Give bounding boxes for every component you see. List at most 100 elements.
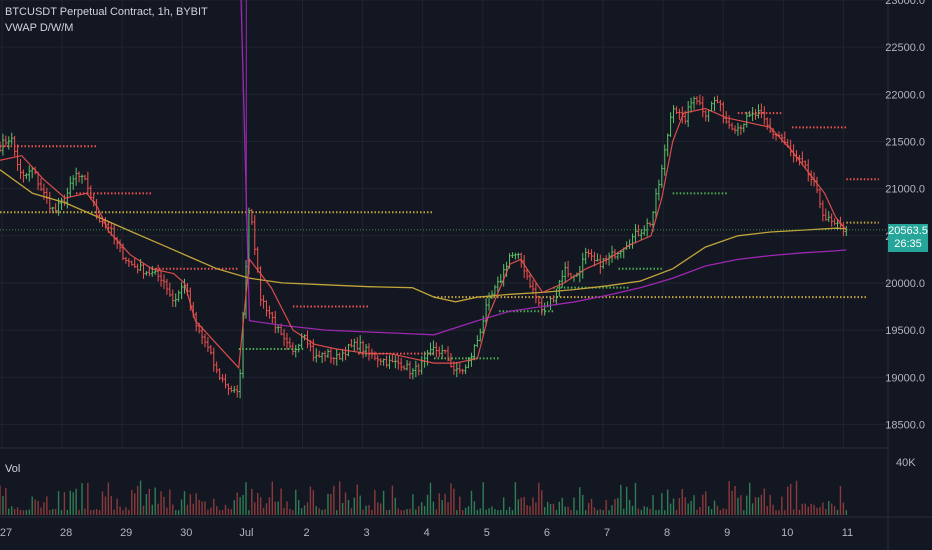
symbol-title[interactable]: BTCUSDT Perpetual Contract, 1h, BYBIT [5, 6, 208, 18]
price-tick-label: 19500.0 [885, 325, 925, 337]
time-axis[interactable]: 27 28 29 30 Jul 2 3 4 5 6 7 8 9 10 11 [0, 527, 853, 539]
volume-bar [69, 490, 71, 515]
volume-bar [549, 503, 552, 515]
time-tick-label: 3 [364, 527, 370, 539]
volume-bar [757, 497, 760, 515]
volume-bar [13, 509, 16, 515]
volume-bar [664, 510, 666, 515]
volume-scale-label: 40K [896, 457, 916, 469]
volume-bar [210, 507, 212, 515]
indicator-title[interactable]: VWAP D/W/M [5, 22, 74, 34]
volume-bar [321, 509, 323, 515]
volume-bar [784, 510, 786, 515]
volume-bar [385, 510, 388, 515]
volume-bar [502, 497, 505, 515]
volume-bar [792, 509, 795, 515]
volume-bar [614, 499, 616, 515]
volume-bar [476, 509, 479, 515]
volume-bar [134, 493, 136, 515]
countdown-timer: 26:35 [894, 238, 922, 250]
last-price-value: 20563.5 [888, 225, 928, 237]
volume-bar [391, 485, 394, 515]
vwap-level-lines [0, 112, 879, 360]
volume-bar [500, 509, 502, 515]
time-tick-label: 10 [781, 527, 793, 539]
volume-bar [787, 486, 789, 515]
volume-bar [734, 485, 736, 515]
volume-bar [271, 481, 274, 515]
volume-bar [567, 506, 569, 515]
volume-bar [561, 497, 563, 515]
volume-bar [306, 502, 309, 515]
volume-bar [230, 509, 233, 515]
volume-bar [78, 509, 80, 515]
volume-bar [605, 499, 607, 515]
volume-bar [825, 508, 827, 515]
volume-bar [283, 507, 285, 515]
volume-bar [11, 506, 13, 515]
volume-bars [0, 480, 847, 515]
vwap-monthly-line [240, 0, 847, 336]
volume-bar [672, 498, 675, 515]
volume-bar [705, 491, 707, 515]
volume-bar [505, 510, 508, 515]
volume-bar [716, 505, 719, 515]
volume-bar [426, 494, 429, 515]
price-tick-label: 20000.0 [885, 278, 925, 290]
volume-bar [362, 509, 364, 515]
volume-bar [221, 510, 224, 515]
volume-bar [113, 509, 115, 515]
volume-bar [684, 497, 686, 515]
last-price-tag[interactable]: 20563.5 26:35 [888, 224, 928, 252]
volume-label[interactable]: Vol [5, 463, 21, 475]
volume-bar [722, 508, 725, 515]
volume-bar [830, 503, 833, 515]
volume-bar [277, 501, 279, 515]
time-tick-label: 5 [484, 527, 490, 539]
volume-bar [160, 491, 162, 515]
volume-bar [822, 502, 824, 515]
volume-bar [652, 495, 654, 515]
volume-bar [198, 499, 200, 515]
volume-bar [646, 507, 648, 515]
time-tick-label: 30 [180, 527, 192, 539]
volume-bar [599, 509, 602, 515]
volume-bar [248, 510, 250, 515]
volume-bar [678, 498, 681, 515]
volume-bar [98, 510, 101, 515]
volume-bar [558, 501, 561, 515]
volume-bar [207, 509, 209, 515]
volume-bar [412, 494, 414, 515]
volume-bar [467, 506, 470, 515]
volume-bar [538, 482, 540, 515]
volume-bar [183, 491, 186, 515]
time-tick-label: 2 [303, 527, 309, 539]
volume-bar [713, 500, 716, 515]
volume-bar [494, 509, 496, 515]
volume-bar [520, 497, 522, 515]
volume-bar [611, 505, 613, 515]
volume-bar [608, 510, 610, 515]
volume-bar [634, 482, 637, 515]
volume-bar [84, 508, 86, 515]
volume-bar [338, 481, 341, 515]
volume-bar [573, 497, 575, 515]
volume-bar [192, 503, 194, 515]
volume-bar [0, 485, 1, 515]
volume-bar [34, 499, 36, 515]
volume-bar [215, 506, 218, 515]
volume-bar [555, 510, 558, 515]
volume-bar [406, 509, 408, 515]
volume-bar [365, 505, 367, 515]
volume-bar [640, 509, 643, 515]
volume-bar [543, 507, 546, 515]
volume-bar [315, 506, 317, 515]
volume-bar [110, 496, 112, 515]
time-tick-label: 8 [664, 527, 670, 539]
volume-bar [43, 502, 45, 515]
volume-bar [16, 507, 19, 515]
volume-bar [833, 506, 836, 515]
volume-bar [172, 504, 174, 515]
volume-bar [218, 510, 221, 515]
